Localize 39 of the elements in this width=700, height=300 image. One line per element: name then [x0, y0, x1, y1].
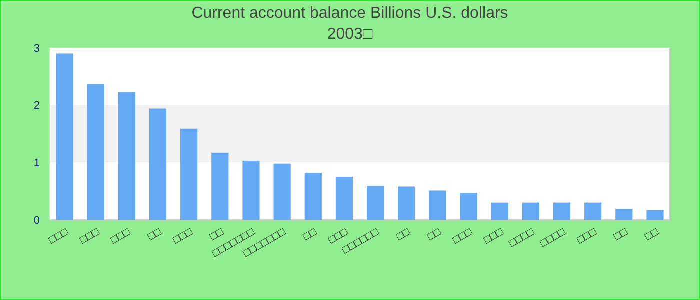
x-tick-label: □□□ — [451, 226, 475, 247]
y-tick-label: 1 — [34, 158, 40, 170]
y-tick-label: 3 — [34, 42, 40, 55]
bar — [56, 54, 74, 220]
x-tick-label: □□□ — [171, 226, 195, 247]
x-tick-label: □□□ — [482, 226, 506, 247]
y-tick-label: 0 — [34, 214, 40, 227]
bar — [429, 190, 446, 220]
y-tick-label: 2 — [34, 100, 40, 112]
x-tick-label: □□ — [301, 226, 320, 244]
bar — [460, 193, 478, 220]
bar — [304, 172, 322, 220]
x-tick-label: □□ — [643, 226, 662, 244]
x-tick-label: □□ — [394, 226, 412, 244]
x-tick-label: □□□ — [78, 226, 102, 247]
x-tick-label: □□ — [146, 226, 164, 244]
bar — [242, 160, 260, 220]
bar — [398, 186, 416, 220]
chart-title: Current account balance Billions U.S. dollars — [192, 5, 508, 22]
bar — [87, 84, 104, 220]
bar — [212, 152, 229, 220]
bar — [491, 202, 508, 220]
x-tick-label: □□ — [426, 226, 444, 244]
bar — [180, 128, 198, 220]
bar — [149, 108, 167, 220]
bar — [336, 177, 354, 220]
bar — [553, 202, 571, 220]
bar — [646, 210, 664, 220]
bar — [584, 202, 602, 220]
bar — [118, 92, 136, 220]
bar — [616, 209, 633, 220]
bar — [366, 186, 384, 220]
x-tick-label: □□ — [612, 226, 630, 244]
x-tick-label: □□□ — [575, 226, 599, 247]
bar — [522, 202, 540, 220]
x-tick-label: □□□ — [109, 226, 133, 247]
x-tick-label: □□□ — [46, 226, 71, 247]
bar — [274, 164, 291, 220]
chart-subtitle: 2003□ — [327, 26, 373, 43]
